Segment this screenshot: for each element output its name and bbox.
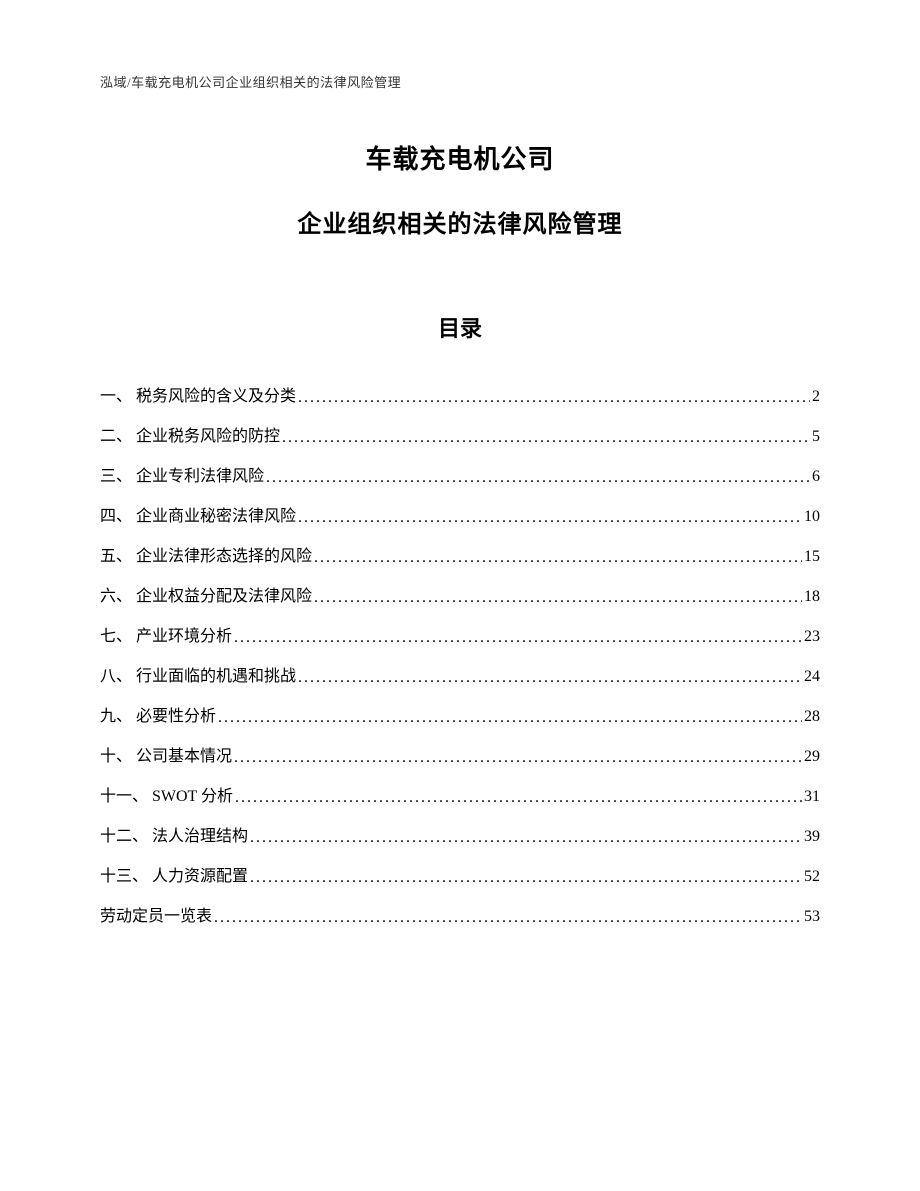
toc-leader-dots: [298, 378, 810, 418]
toc-item: 十二、 法人治理结构 39: [100, 817, 820, 857]
toc-item: 六、 企业权益分配及法律风险 18: [100, 577, 820, 617]
toc-item-label: 劳动定员一览表: [100, 897, 212, 937]
toc-item-label: 三、 企业专利法律风险: [100, 457, 264, 497]
header-breadcrumb: 泓域/车载充电机公司企业组织相关的法律风险管理: [100, 72, 820, 91]
toc-item-label: 五、 企业法律形态选择的风险: [100, 537, 312, 577]
toc-item-label: 一、 税务风险的含义及分类: [100, 377, 296, 417]
toc-item-label: 九、 必要性分析: [100, 697, 216, 737]
toc-item-page: 15: [804, 537, 820, 577]
toc-leader-dots: [266, 458, 810, 498]
document-title-main: 车载充电机公司: [100, 139, 820, 176]
toc-leader-dots: [298, 658, 802, 698]
toc-list: 一、 税务风险的含义及分类 2 二、 企业税务风险的防控 5 三、 企业专利法律…: [100, 377, 820, 937]
toc-item-page: 52: [804, 857, 820, 897]
toc-leader-dots: [218, 698, 802, 738]
toc-leader-dots: [314, 578, 802, 618]
toc-item: 九、 必要性分析 28: [100, 697, 820, 737]
toc-item-label: 八、 行业面临的机遇和挑战: [100, 657, 296, 697]
toc-heading: 目录: [100, 311, 820, 343]
toc-leader-dots: [214, 898, 802, 938]
toc-item: 一、 税务风险的含义及分类 2: [100, 377, 820, 417]
toc-item-page: 31: [804, 777, 820, 817]
toc-leader-dots: [235, 778, 802, 818]
toc-item-label: 六、 企业权益分配及法律风险: [100, 577, 312, 617]
toc-leader-dots: [250, 818, 802, 858]
toc-item-label: 七、 产业环境分析: [100, 617, 232, 657]
toc-item-page: 6: [812, 457, 820, 497]
toc-item: 五、 企业法律形态选择的风险 15: [100, 537, 820, 577]
toc-item-page: 23: [804, 617, 820, 657]
toc-leader-dots: [234, 738, 802, 778]
toc-item: 八、 行业面临的机遇和挑战 24: [100, 657, 820, 697]
toc-item: 十、 公司基本情况 29: [100, 737, 820, 777]
toc-leader-dots: [282, 418, 810, 458]
toc-item: 十一、 SWOT 分析 31: [100, 777, 820, 817]
toc-item-page: 2: [812, 377, 820, 417]
toc-leader-dots: [250, 858, 802, 898]
toc-item-label: 十三、 人力资源配置: [100, 857, 248, 897]
toc-item: 十三、 人力资源配置 52: [100, 857, 820, 897]
toc-item-label: 十、 公司基本情况: [100, 737, 232, 777]
toc-item-page: 28: [804, 697, 820, 737]
toc-item-page: 10: [804, 497, 820, 537]
toc-leader-dots: [234, 618, 802, 658]
toc-item-label: 二、 企业税务风险的防控: [100, 417, 280, 457]
toc-item: 劳动定员一览表 53: [100, 897, 820, 937]
document-title-sub: 企业组织相关的法律风险管理: [100, 204, 820, 239]
toc-item-page: 29: [804, 737, 820, 777]
document-page: 泓域/车载充电机公司企业组织相关的法律风险管理 车载充电机公司 企业组织相关的法…: [0, 0, 920, 1017]
toc-item-label: 十一、 SWOT 分析: [100, 777, 233, 817]
toc-item-page: 18: [804, 577, 820, 617]
toc-leader-dots: [314, 538, 802, 578]
toc-item-label: 十二、 法人治理结构: [100, 817, 248, 857]
toc-item-label: 四、 企业商业秘密法律风险: [100, 497, 296, 537]
toc-leader-dots: [298, 498, 802, 538]
toc-item: 二、 企业税务风险的防控 5: [100, 417, 820, 457]
toc-item-page: 24: [804, 657, 820, 697]
toc-item-page: 53: [804, 897, 820, 937]
toc-item: 七、 产业环境分析 23: [100, 617, 820, 657]
toc-item: 三、 企业专利法律风险 6: [100, 457, 820, 497]
toc-item-page: 5: [812, 417, 820, 457]
toc-item-page: 39: [804, 817, 820, 857]
toc-item: 四、 企业商业秘密法律风险 10: [100, 497, 820, 537]
